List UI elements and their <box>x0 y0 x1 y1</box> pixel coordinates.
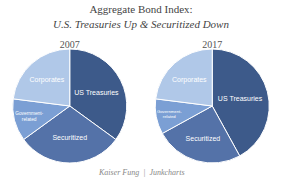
svg-text:US Treasuries: US Treasuries <box>74 89 119 96</box>
svg-text:US Treasuries: US Treasuries <box>218 95 263 102</box>
svg-text:Corporates: Corporates <box>30 76 65 84</box>
svg-text:Securitized: Securitized <box>186 135 221 142</box>
svg-text:Aggregate Bond Index:U.S. Trea: Aggregate Bond Index:U.S. Treasuries Up … <box>53 3 229 29</box>
svg-text:2007: 2007 <box>60 39 80 50</box>
svg-text:2017: 2017 <box>202 39 222 50</box>
svg-text:Government-related: Government-related <box>15 111 43 122</box>
svg-text:Corporates: Corporates <box>172 76 207 84</box>
svg-text:Government-related: Government-related <box>157 109 182 119</box>
svg-text:Kaiser Fung | Junkcharts: Kaiser Fung | Junkcharts <box>98 168 185 177</box>
svg-text:Securitized: Securitized <box>52 134 87 141</box>
